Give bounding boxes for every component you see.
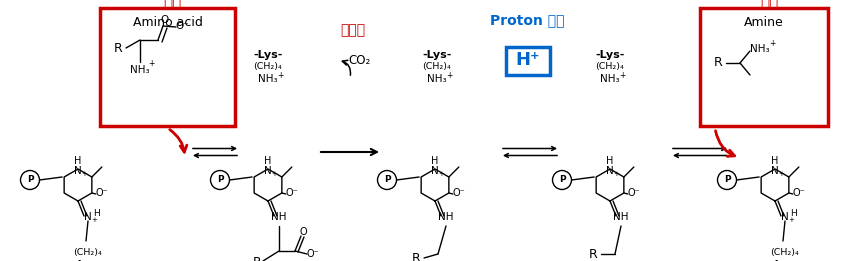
Text: H: H bbox=[94, 210, 100, 218]
Text: P: P bbox=[723, 175, 730, 185]
Text: N: N bbox=[431, 166, 439, 176]
Text: N: N bbox=[74, 166, 82, 176]
Text: (CH₂)₄: (CH₂)₄ bbox=[253, 62, 282, 72]
Text: Amino acid: Amino acid bbox=[133, 15, 202, 28]
Text: R: R bbox=[411, 252, 421, 261]
Text: H: H bbox=[771, 156, 779, 166]
Text: O⁻: O⁻ bbox=[452, 188, 465, 198]
Text: +: + bbox=[788, 217, 794, 223]
Text: NH: NH bbox=[271, 212, 286, 222]
Text: +: + bbox=[271, 171, 277, 177]
Text: H: H bbox=[74, 156, 82, 166]
Text: +: + bbox=[768, 39, 775, 48]
Text: NH₃: NH₃ bbox=[258, 74, 278, 84]
Text: R: R bbox=[252, 256, 261, 261]
Text: H: H bbox=[431, 156, 439, 166]
Bar bbox=[100, 8, 235, 126]
Text: (CH₂)₄: (CH₂)₄ bbox=[422, 62, 451, 72]
Text: O: O bbox=[161, 15, 169, 25]
Text: P: P bbox=[26, 175, 33, 185]
Text: N: N bbox=[84, 212, 92, 222]
Text: -Lys-: -Lys- bbox=[422, 50, 451, 60]
Circle shape bbox=[20, 170, 39, 189]
Text: -Lys-: -Lys- bbox=[595, 50, 625, 60]
Text: P: P bbox=[383, 175, 390, 185]
Text: H: H bbox=[790, 210, 797, 218]
Text: H: H bbox=[606, 156, 614, 166]
Text: -Lys-: -Lys- bbox=[73, 260, 103, 261]
Text: 탈탄산: 탈탄산 bbox=[341, 23, 366, 37]
Text: Proton 감소: Proton 감소 bbox=[490, 13, 564, 27]
Text: +: + bbox=[148, 60, 154, 68]
Text: R: R bbox=[714, 56, 722, 69]
Text: O⁻: O⁻ bbox=[627, 188, 640, 198]
Text: +: + bbox=[619, 70, 626, 80]
Text: 기질: 기질 bbox=[163, 0, 182, 10]
Text: +: + bbox=[438, 171, 444, 177]
Text: (CH₂)₄: (CH₂)₄ bbox=[771, 248, 799, 258]
Text: +: + bbox=[445, 70, 452, 80]
Circle shape bbox=[552, 170, 571, 189]
Bar bbox=[506, 47, 550, 75]
Text: H⁺: H⁺ bbox=[516, 51, 541, 69]
Text: R: R bbox=[114, 41, 122, 55]
Text: N: N bbox=[781, 212, 789, 222]
Text: O⁻: O⁻ bbox=[95, 188, 108, 198]
Text: Amine: Amine bbox=[744, 15, 784, 28]
Text: NH₃: NH₃ bbox=[130, 65, 150, 75]
Text: O⁻: O⁻ bbox=[286, 188, 298, 198]
Text: (CH₂)₄: (CH₂)₄ bbox=[74, 248, 102, 258]
Text: N: N bbox=[264, 166, 272, 176]
Text: NH₃: NH₃ bbox=[600, 74, 620, 84]
Text: P: P bbox=[558, 175, 565, 185]
Circle shape bbox=[211, 170, 230, 189]
Text: R: R bbox=[588, 247, 598, 260]
Text: O⁻: O⁻ bbox=[792, 188, 805, 198]
Text: H: H bbox=[264, 156, 272, 166]
Text: +: + bbox=[277, 70, 283, 80]
Text: +: + bbox=[91, 217, 97, 223]
Bar bbox=[700, 8, 828, 126]
Text: -Lys-: -Lys- bbox=[253, 50, 283, 60]
Text: NH: NH bbox=[439, 212, 454, 222]
Text: +: + bbox=[778, 171, 784, 177]
Text: +: + bbox=[81, 171, 87, 177]
Text: NH₃: NH₃ bbox=[751, 44, 770, 54]
Text: NH₃: NH₃ bbox=[428, 74, 447, 84]
Text: CO₂: CO₂ bbox=[348, 54, 371, 67]
Text: NH: NH bbox=[613, 212, 629, 222]
Text: 산물: 산물 bbox=[760, 0, 778, 10]
Text: O⁻: O⁻ bbox=[307, 249, 320, 259]
Text: P: P bbox=[217, 175, 224, 185]
Text: +: + bbox=[613, 171, 619, 177]
Text: -Lys-: -Lys- bbox=[770, 260, 800, 261]
Text: O⁻: O⁻ bbox=[175, 21, 189, 31]
Text: N: N bbox=[606, 166, 614, 176]
Circle shape bbox=[377, 170, 396, 189]
Text: N: N bbox=[771, 166, 779, 176]
Circle shape bbox=[717, 170, 736, 189]
Text: (CH₂)₄: (CH₂)₄ bbox=[596, 62, 625, 72]
Text: O: O bbox=[299, 227, 307, 237]
